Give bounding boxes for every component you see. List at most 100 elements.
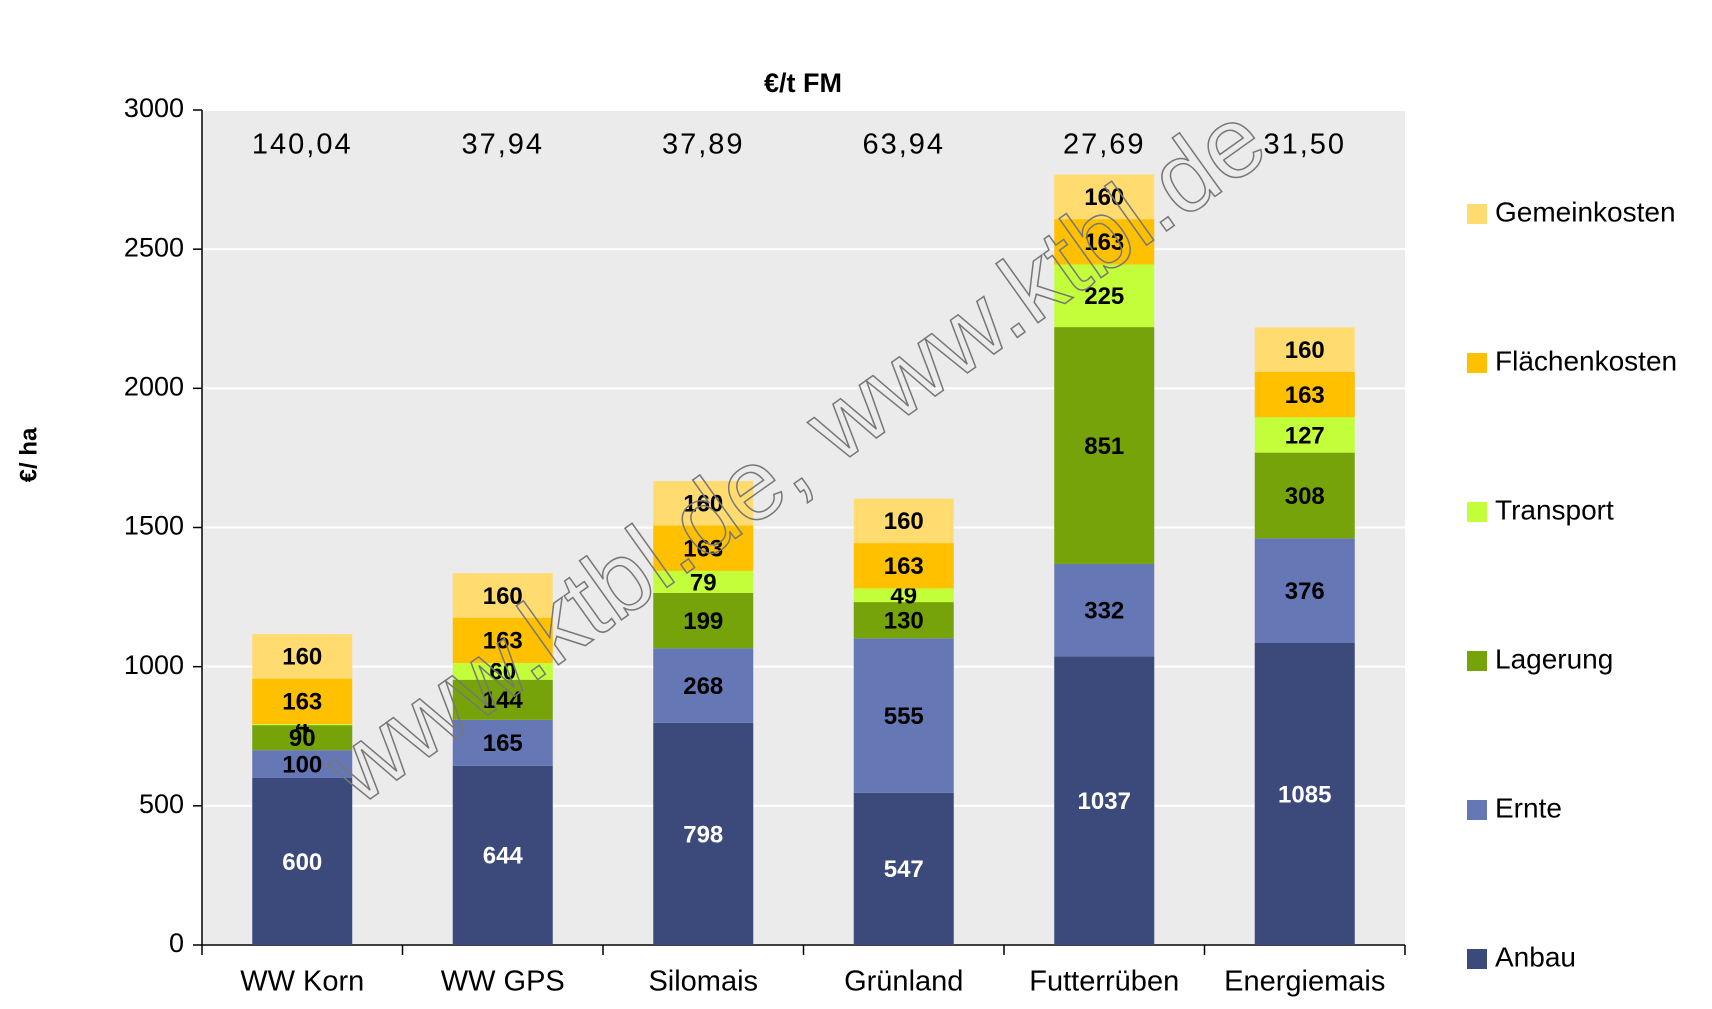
bar-segment xyxy=(1054,327,1155,564)
legend-label: Anbau xyxy=(1495,941,1576,972)
bar-segment xyxy=(1254,417,1355,453)
data-label: 376 xyxy=(1285,578,1325,605)
bar-segment xyxy=(452,617,553,664)
bar-segment xyxy=(1254,327,1355,372)
data-label: 163 xyxy=(683,536,723,563)
data-label: 160 xyxy=(282,644,322,671)
data-label: 144 xyxy=(483,687,524,714)
x-tick-label: WW Korn xyxy=(240,966,364,998)
bar-segment xyxy=(853,638,954,793)
bar-segment xyxy=(452,679,553,720)
y-tick-label: 1000 xyxy=(124,650,184,680)
bar-segment xyxy=(1254,452,1355,539)
data-label: 225 xyxy=(1084,283,1124,310)
bar-segment xyxy=(653,592,754,649)
legend-swatch xyxy=(1467,204,1487,224)
bar-segment xyxy=(252,778,353,945)
bar-segment xyxy=(1254,643,1355,945)
y-tick-label: 2000 xyxy=(124,371,184,401)
y-tick-label: 2500 xyxy=(124,232,184,262)
annotation: 63,94 xyxy=(862,129,945,161)
legend-swatch xyxy=(1467,651,1487,671)
data-label: 163 xyxy=(1084,229,1124,256)
annotation: 27,69 xyxy=(1063,129,1146,161)
legend-label: Ernte xyxy=(1495,792,1562,823)
legend-label: Transport xyxy=(1495,494,1614,525)
data-label: 160 xyxy=(1285,337,1325,364)
bar-segment xyxy=(252,750,353,778)
data-label: 851 xyxy=(1084,433,1124,460)
legend-label: Flächenkosten xyxy=(1495,345,1677,376)
bar-segment xyxy=(653,525,754,571)
data-label: 547 xyxy=(884,856,924,883)
x-tick-label: Silomais xyxy=(648,966,758,998)
chart-title: €/t FM xyxy=(764,68,842,98)
data-label: 79 xyxy=(690,569,717,596)
bar-segment xyxy=(452,719,553,766)
data-label: 1085 xyxy=(1278,781,1331,808)
bar-segment xyxy=(1054,219,1155,265)
y-tick-label: 0 xyxy=(169,928,184,958)
data-label: 163 xyxy=(884,553,924,580)
bar-segment xyxy=(1054,563,1155,657)
data-label: 165 xyxy=(483,730,523,757)
data-label: 160 xyxy=(1084,184,1124,211)
y-tick-label: 500 xyxy=(139,789,184,819)
bar-segment xyxy=(853,792,954,945)
data-label: 163 xyxy=(483,628,523,655)
data-label: 199 xyxy=(683,608,723,635)
legend-label: Lagerung xyxy=(1495,643,1613,674)
data-label: 163 xyxy=(282,689,322,716)
data-label: 600 xyxy=(282,849,322,876)
data-label: 308 xyxy=(1285,483,1325,510)
data-label: 1037 xyxy=(1078,788,1131,815)
bar-segment xyxy=(653,648,754,723)
bar-segment xyxy=(1054,656,1155,945)
bar-segment xyxy=(252,678,353,725)
bar-segment xyxy=(1054,174,1155,220)
data-label: 100 xyxy=(282,751,322,778)
legend-swatch xyxy=(1467,800,1487,820)
data-label: 127 xyxy=(1285,422,1325,449)
bar-segment xyxy=(252,724,353,726)
annotation: 37,94 xyxy=(461,129,544,161)
data-label: 90 xyxy=(289,725,316,752)
data-label: 163 xyxy=(1285,382,1325,409)
data-label: 268 xyxy=(683,673,723,700)
y-tick-label: 1500 xyxy=(124,511,184,541)
data-label: 555 xyxy=(884,703,924,730)
legend-swatch xyxy=(1467,502,1487,522)
annotation: 31,50 xyxy=(1263,129,1346,161)
bar-segment xyxy=(853,498,954,544)
legend-swatch xyxy=(1467,353,1487,373)
bar-segment xyxy=(452,765,553,945)
data-label: 644 xyxy=(483,843,524,870)
data-label: 160 xyxy=(483,583,523,610)
bar-segment xyxy=(1054,264,1155,328)
legend-label: Gemeinkosten xyxy=(1495,196,1676,227)
bar-segment xyxy=(653,570,754,593)
bar-segment xyxy=(1254,371,1355,418)
annotation: 140,04 xyxy=(252,129,353,161)
bar-segment xyxy=(653,722,754,945)
y-axis-label: €/ ha xyxy=(15,427,42,482)
bar-segment xyxy=(252,634,353,679)
data-label: 798 xyxy=(683,821,723,848)
bar-segment xyxy=(853,588,954,603)
data-label: 332 xyxy=(1084,598,1124,625)
data-label: 130 xyxy=(884,608,924,635)
legend-swatch xyxy=(1467,949,1487,969)
x-tick-label: Futterrüben xyxy=(1029,966,1179,998)
bar-segment xyxy=(853,602,954,639)
bar-segment xyxy=(653,481,754,526)
bar-segment xyxy=(1254,538,1355,644)
x-tick-label: WW GPS xyxy=(441,966,565,998)
bar-segment xyxy=(452,663,553,680)
x-tick-label: Grünland xyxy=(844,966,963,998)
bar-segment xyxy=(252,725,353,751)
y-tick-label: 3000 xyxy=(124,93,184,123)
data-label: 60 xyxy=(489,659,516,686)
x-tick-label: Energiemais xyxy=(1224,966,1385,998)
data-label: 160 xyxy=(884,508,924,535)
